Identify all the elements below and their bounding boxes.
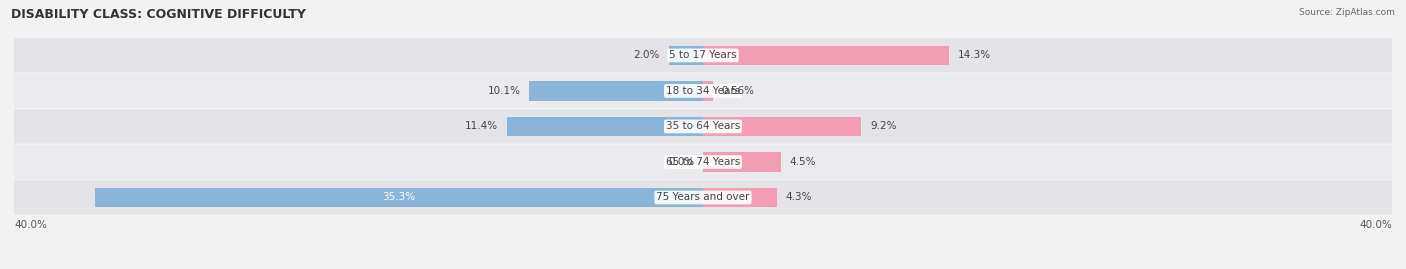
- Text: 0.56%: 0.56%: [721, 86, 754, 96]
- FancyBboxPatch shape: [14, 109, 1392, 143]
- FancyBboxPatch shape: [14, 74, 1392, 108]
- Text: 75 Years and over: 75 Years and over: [657, 193, 749, 203]
- Text: DISABILITY CLASS: COGNITIVE DIFFICULTY: DISABILITY CLASS: COGNITIVE DIFFICULTY: [11, 8, 307, 21]
- Text: 2.0%: 2.0%: [634, 50, 659, 60]
- Text: 11.4%: 11.4%: [465, 121, 498, 132]
- Bar: [506, 117, 703, 136]
- Text: 40.0%: 40.0%: [14, 220, 46, 229]
- FancyBboxPatch shape: [14, 180, 1392, 215]
- Text: 35.3%: 35.3%: [382, 193, 416, 203]
- Bar: [669, 46, 703, 65]
- Text: 14.3%: 14.3%: [957, 50, 991, 60]
- Text: 18 to 34 Years: 18 to 34 Years: [666, 86, 740, 96]
- Bar: [703, 81, 713, 101]
- Text: 35 to 64 Years: 35 to 64 Years: [666, 121, 740, 132]
- Bar: [529, 81, 703, 101]
- Text: 5 to 17 Years: 5 to 17 Years: [669, 50, 737, 60]
- Text: 4.5%: 4.5%: [789, 157, 815, 167]
- Text: 40.0%: 40.0%: [1360, 220, 1392, 229]
- Text: 65 to 74 Years: 65 to 74 Years: [666, 157, 740, 167]
- Text: 10.1%: 10.1%: [488, 86, 520, 96]
- FancyBboxPatch shape: [14, 38, 1392, 72]
- Text: 0.0%: 0.0%: [668, 157, 695, 167]
- Bar: [96, 188, 703, 207]
- Bar: [703, 152, 780, 172]
- Text: 4.3%: 4.3%: [786, 193, 813, 203]
- Bar: [703, 46, 949, 65]
- FancyBboxPatch shape: [14, 145, 1392, 179]
- Text: 9.2%: 9.2%: [870, 121, 897, 132]
- Text: Source: ZipAtlas.com: Source: ZipAtlas.com: [1299, 8, 1395, 17]
- Bar: [703, 117, 862, 136]
- Bar: [703, 188, 778, 207]
